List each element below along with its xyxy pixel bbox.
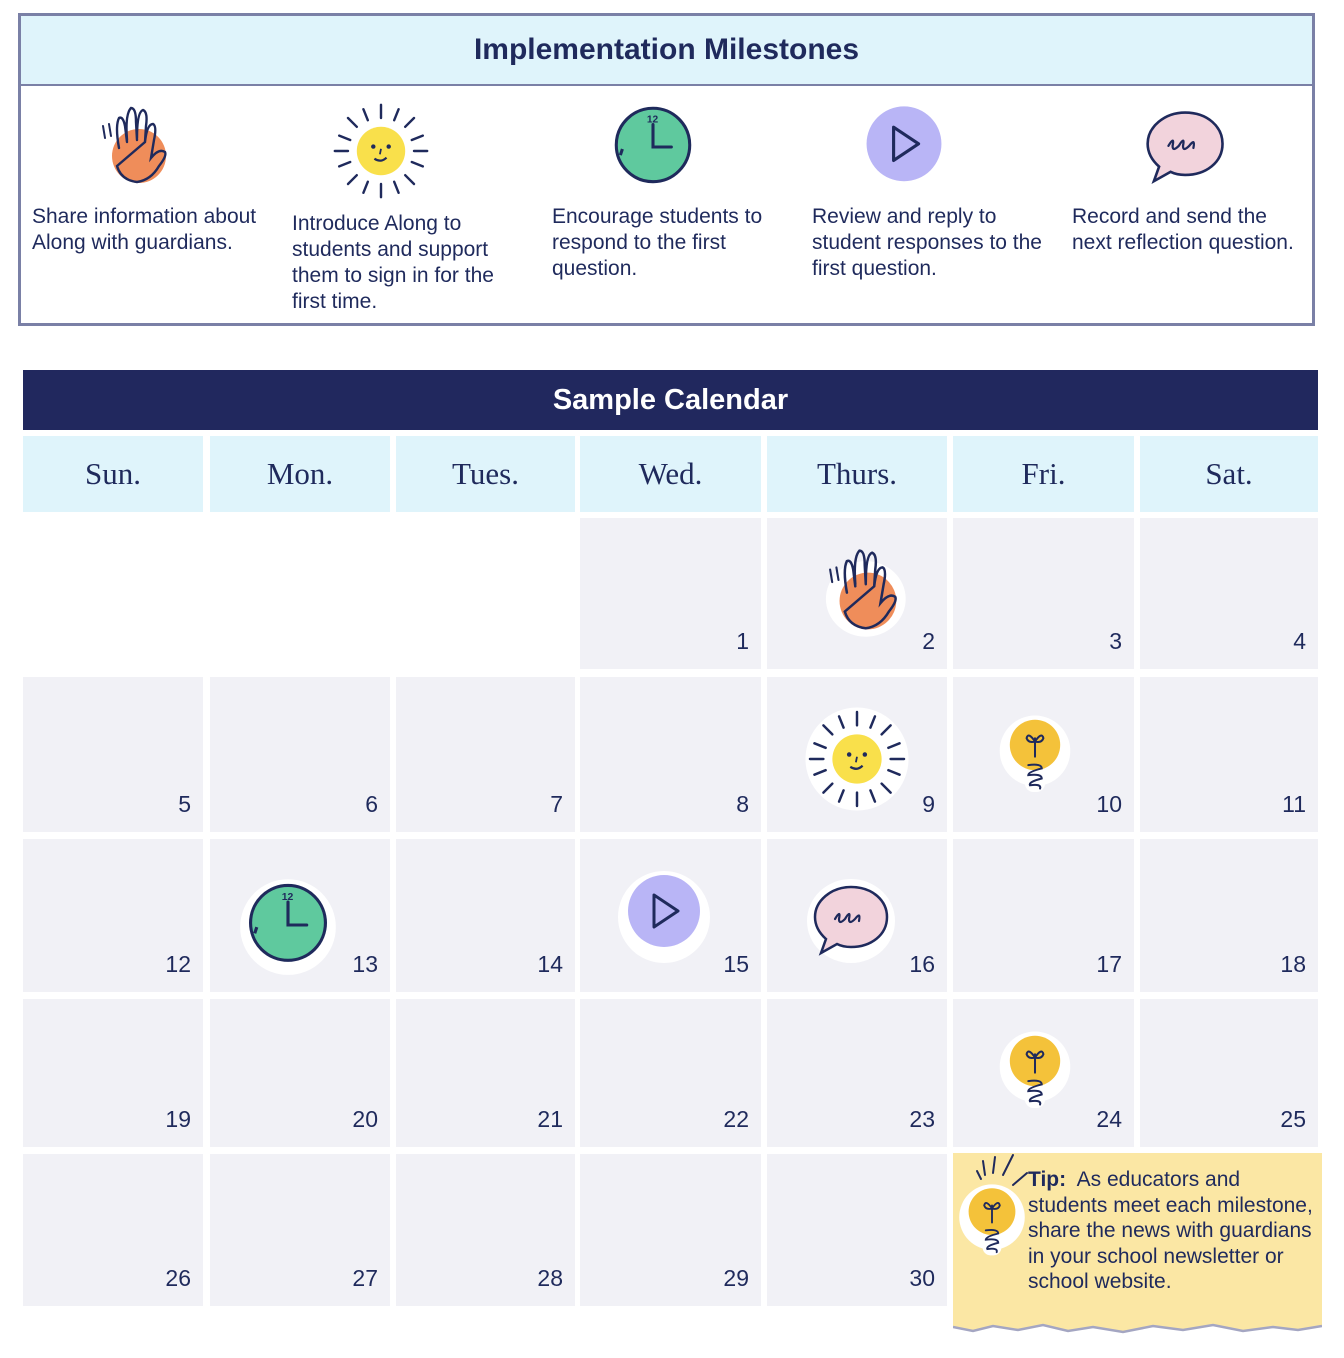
calendar-day-23[interactable]: 23	[767, 999, 947, 1147]
day-header-fri: Fri.	[953, 436, 1134, 512]
speech-bubble-icon	[1131, 98, 1235, 202]
calendar-day-7[interactable]: 7	[396, 677, 575, 832]
calendar-day-28[interactable]: 28	[396, 1154, 575, 1306]
day-header-mon: Mon.	[210, 436, 390, 512]
date-number: 5	[178, 791, 191, 817]
lightbulb-icon	[993, 1021, 1077, 1121]
date-number: 11	[1282, 791, 1306, 817]
date-number: 15	[723, 951, 749, 977]
torn-paper-edge	[953, 1323, 1322, 1343]
milestones-title: Implementation Milestones	[21, 16, 1312, 86]
calendar-day-17[interactable]: 17	[953, 839, 1134, 992]
date-number: 22	[723, 1106, 749, 1132]
calendar-day-30[interactable]: 30	[767, 1154, 947, 1306]
calendar-title: Sample Calendar	[23, 370, 1318, 430]
calendar-day-4[interactable]: 4	[1140, 518, 1318, 669]
day-header-sat: Sat.	[1140, 436, 1318, 512]
calendar-day-27[interactable]: 27	[210, 1154, 390, 1306]
lightbulb-icon	[993, 705, 1077, 805]
calendar-day-5[interactable]: 5	[23, 677, 203, 832]
date-number: 18	[1280, 951, 1306, 977]
calendar-day-3[interactable]: 3	[953, 518, 1134, 669]
date-number: 9	[922, 791, 935, 817]
waving-hand-icon	[81, 96, 181, 196]
date-number: 19	[165, 1106, 191, 1132]
date-number: 21	[537, 1106, 563, 1132]
calendar-day-9[interactable]: 9	[767, 677, 947, 832]
tip-body: As educators and students meet each mile…	[1028, 1168, 1313, 1293]
milestones-panel: Implementation Milestones Share informat…	[18, 13, 1315, 326]
calendar-day-24[interactable]: 24	[953, 999, 1134, 1147]
play-button-icon	[612, 865, 716, 965]
date-number: 3	[1109, 628, 1122, 654]
date-number: 16	[909, 951, 935, 977]
date-number: 30	[909, 1265, 935, 1291]
smiling-sun-icon	[326, 96, 436, 206]
calendar-day-13[interactable]: 13	[210, 839, 390, 992]
calendar-day-15[interactable]: 15	[580, 839, 761, 992]
date-number: 6	[365, 791, 378, 817]
lightbulb-icon	[953, 1154, 1028, 1273]
date-number: 27	[352, 1265, 378, 1291]
clock-icon	[236, 873, 340, 977]
date-number: 10	[1096, 791, 1122, 817]
calendar-day-16[interactable]: 16	[767, 839, 947, 992]
date-number: 14	[537, 951, 563, 977]
date-number: 12	[165, 951, 191, 977]
calendar-day-22[interactable]: 22	[580, 999, 761, 1147]
calendar-day-25[interactable]: 25	[1140, 999, 1318, 1147]
play-button-icon	[849, 96, 959, 200]
date-number: 24	[1096, 1106, 1122, 1132]
calendar-day-19[interactable]: 19	[23, 999, 203, 1147]
date-number: 25	[1280, 1106, 1306, 1132]
date-number: 4	[1293, 628, 1306, 654]
tip-note: Tip: As educators and students meet each…	[953, 1153, 1322, 1343]
milestone-3-text: Encourage students to respond to the fir…	[552, 205, 763, 280]
milestone-1-text: Share information about Along with guard…	[32, 205, 257, 254]
waving-hand-icon	[807, 538, 912, 643]
date-number: 1	[736, 628, 749, 654]
calendar-day-8[interactable]: 8	[580, 677, 761, 832]
date-number: 17	[1096, 951, 1122, 977]
date-number: 29	[723, 1265, 749, 1291]
calendar-day-20[interactable]: 20	[210, 999, 390, 1147]
day-header-wed: Wed.	[580, 436, 761, 512]
clock-icon	[602, 96, 704, 198]
calendar-day-12[interactable]: 12	[23, 839, 203, 992]
calendar-day-29[interactable]: 29	[580, 1154, 761, 1306]
tip-label: Tip:	[1028, 1168, 1067, 1191]
date-number: 7	[550, 791, 563, 817]
milestone-4-text: Review and reply to student responses to…	[812, 205, 1042, 280]
day-header-sun: Sun.	[23, 436, 203, 512]
tip-text: Tip: As educators and students meet each…	[1028, 1167, 1318, 1295]
calendar-day-6[interactable]: 6	[210, 677, 390, 832]
milestone-2-text: Introduce Along to students and support …	[292, 212, 494, 313]
speech-bubble-icon	[797, 873, 901, 973]
smiling-sun-icon	[801, 703, 913, 815]
day-header-tues: Tues.	[396, 436, 575, 512]
date-number: 26	[165, 1265, 191, 1291]
date-number: 23	[909, 1106, 935, 1132]
date-number: 8	[736, 791, 749, 817]
date-number: 2	[922, 628, 935, 654]
calendar-day-2[interactable]: 2	[767, 518, 947, 669]
calendar-day-14[interactable]: 14	[396, 839, 575, 992]
calendar-day-11[interactable]: 11	[1140, 677, 1318, 832]
day-header-thurs: Thurs.	[767, 436, 947, 512]
calendar-day-10[interactable]: 10	[953, 677, 1134, 832]
date-number: 13	[352, 951, 378, 977]
calendar-day-21[interactable]: 21	[396, 999, 575, 1147]
calendar-day-1[interactable]: 1	[580, 518, 761, 669]
date-number: 28	[537, 1265, 563, 1291]
milestone-5-text: Record and send the next reflection ques…	[1072, 205, 1294, 254]
calendar-day-18[interactable]: 18	[1140, 839, 1318, 992]
date-number: 20	[352, 1106, 378, 1132]
calendar-day-26[interactable]: 26	[23, 1154, 203, 1306]
